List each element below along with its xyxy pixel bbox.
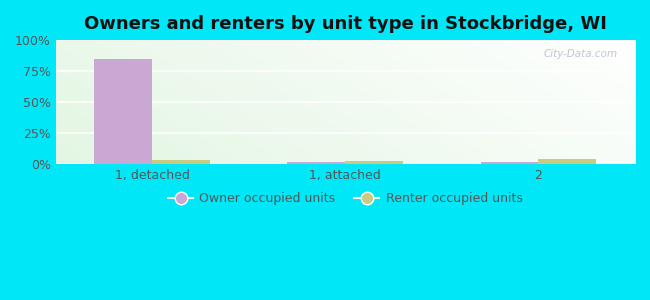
Bar [538, 159, 597, 164]
Legend: Owner occupied units, Renter occupied units: Owner occupied units, Renter occupied un… [163, 187, 528, 210]
Bar [94, 59, 152, 164]
Title: Owners and renters by unit type in Stockbridge, WI: Owners and renters by unit type in Stock… [84, 15, 607, 33]
Text: City-Data.com: City-Data.com [543, 49, 618, 59]
Bar [345, 160, 403, 164]
Bar [480, 162, 538, 164]
Bar [152, 160, 210, 164]
Bar [287, 162, 345, 164]
